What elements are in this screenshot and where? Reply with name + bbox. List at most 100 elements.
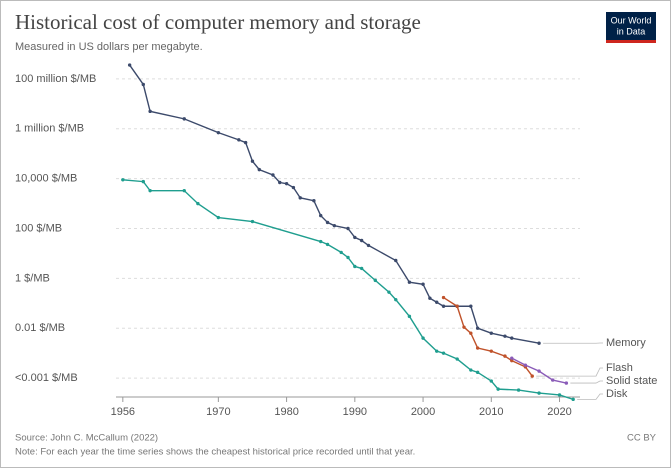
point bbox=[353, 264, 357, 269]
point bbox=[243, 140, 248, 145]
point bbox=[359, 266, 364, 271]
point bbox=[359, 238, 364, 243]
point bbox=[121, 178, 125, 182]
point bbox=[469, 304, 473, 308]
point bbox=[250, 159, 255, 163]
license: CC BY bbox=[627, 433, 657, 444]
point bbox=[339, 250, 343, 255]
label-connector bbox=[577, 393, 603, 400]
logo: Our World in Data bbox=[606, 12, 656, 43]
point bbox=[394, 297, 398, 302]
point bbox=[373, 278, 377, 283]
point bbox=[366, 243, 371, 248]
logo-bar bbox=[606, 40, 656, 43]
source: Source: John C. McCallum (2022) bbox=[15, 433, 158, 444]
point bbox=[319, 239, 323, 244]
point bbox=[196, 201, 200, 206]
logo-text: in Data bbox=[617, 26, 646, 36]
y-tick-label: <0.001 $/MB bbox=[15, 372, 78, 384]
point bbox=[503, 334, 507, 338]
point bbox=[441, 295, 446, 300]
point bbox=[237, 138, 241, 142]
x-tick-label: 1980 bbox=[274, 406, 298, 418]
point bbox=[523, 363, 528, 367]
point bbox=[257, 167, 261, 172]
point bbox=[298, 196, 302, 200]
point bbox=[557, 393, 562, 397]
point bbox=[332, 223, 337, 228]
point bbox=[325, 220, 330, 225]
point bbox=[510, 356, 514, 360]
point bbox=[141, 82, 145, 87]
point bbox=[353, 235, 357, 240]
y-tick-label: 1 million $/MB bbox=[15, 123, 84, 135]
x-tick-label: 1990 bbox=[343, 406, 367, 418]
point bbox=[394, 258, 398, 263]
point bbox=[537, 369, 541, 373]
point bbox=[127, 63, 132, 67]
point bbox=[537, 341, 541, 345]
point bbox=[455, 357, 459, 361]
point bbox=[428, 296, 432, 300]
x-tick-label: 1970 bbox=[206, 406, 230, 418]
point bbox=[346, 226, 350, 231]
point bbox=[435, 349, 439, 353]
point bbox=[182, 188, 186, 193]
series-line bbox=[443, 296, 533, 377]
point bbox=[216, 130, 221, 135]
label-connector bbox=[536, 367, 603, 377]
point bbox=[469, 331, 473, 335]
x-tick-label: 1956 bbox=[111, 406, 135, 418]
x-tick-label: 2020 bbox=[547, 406, 571, 418]
point bbox=[475, 370, 480, 375]
point bbox=[537, 391, 541, 395]
point bbox=[489, 331, 493, 335]
point bbox=[319, 213, 323, 218]
logo-text: Our World bbox=[611, 15, 652, 25]
y-tick-label: 10,000 $/MB bbox=[15, 173, 77, 185]
point bbox=[148, 188, 152, 193]
point bbox=[469, 368, 473, 372]
point bbox=[455, 304, 459, 308]
legend-label: Solid state bbox=[606, 375, 657, 387]
chart-subtitle: Measured in US dollars per megabyte. bbox=[15, 41, 203, 53]
point bbox=[530, 374, 534, 378]
point bbox=[250, 219, 255, 224]
point bbox=[435, 300, 439, 304]
y-tick-label: 100 $/MB bbox=[15, 222, 62, 234]
y-tick-label: 1 $/MB bbox=[15, 272, 50, 284]
point bbox=[284, 181, 289, 186]
point bbox=[421, 282, 425, 286]
point bbox=[503, 354, 507, 358]
legend-label: Flash bbox=[606, 362, 633, 374]
point bbox=[489, 349, 493, 353]
label-connector bbox=[570, 380, 603, 384]
point bbox=[312, 199, 316, 203]
note: Note: For each year the time series show… bbox=[15, 447, 415, 458]
point bbox=[325, 242, 330, 247]
point bbox=[141, 179, 145, 184]
legend-label: Disk bbox=[606, 388, 628, 400]
point bbox=[510, 358, 514, 363]
point bbox=[387, 290, 391, 294]
x-tick-label: 2000 bbox=[411, 406, 435, 418]
point bbox=[421, 336, 425, 340]
point bbox=[489, 379, 493, 383]
point bbox=[216, 215, 221, 220]
point bbox=[475, 326, 480, 330]
point bbox=[182, 117, 186, 121]
point bbox=[407, 314, 412, 319]
y-tick-label: 100 million $/MB bbox=[15, 73, 96, 85]
point bbox=[516, 388, 521, 392]
point bbox=[148, 109, 152, 114]
x-tick-label: 2010 bbox=[479, 406, 503, 418]
point bbox=[564, 381, 569, 385]
point bbox=[407, 280, 412, 284]
point bbox=[551, 378, 555, 382]
point bbox=[462, 325, 466, 329]
y-tick-label: 0.01 $/MB bbox=[15, 322, 65, 334]
point bbox=[271, 173, 275, 177]
point bbox=[510, 336, 514, 340]
